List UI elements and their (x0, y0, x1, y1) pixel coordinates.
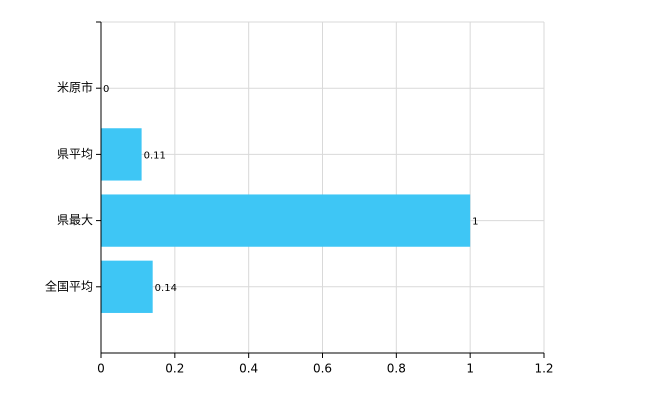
x-tick-label: 1 (466, 362, 474, 376)
x-tick-label: 0.6 (313, 362, 332, 376)
value-label: 1 (472, 217, 478, 228)
value-label: 0 (103, 84, 109, 95)
y-tick-label: 米原市 (57, 80, 93, 95)
x-tick-label: 0.4 (239, 362, 258, 376)
y-tick-label: 県平均 (57, 147, 93, 161)
x-tick-label: 0.8 (387, 362, 406, 376)
value-label: 0.11 (144, 150, 166, 161)
bar (101, 128, 142, 181)
x-tick-label: 0.2 (165, 362, 184, 376)
bar (101, 194, 471, 247)
y-tick-label: 県最大 (57, 213, 93, 227)
x-tick-label: 0 (97, 362, 105, 376)
bar (101, 260, 153, 313)
y-tick-label: 全国平均 (45, 278, 93, 293)
value-label: 0.14 (155, 283, 177, 294)
x-tick-label: 1.2 (534, 362, 553, 376)
